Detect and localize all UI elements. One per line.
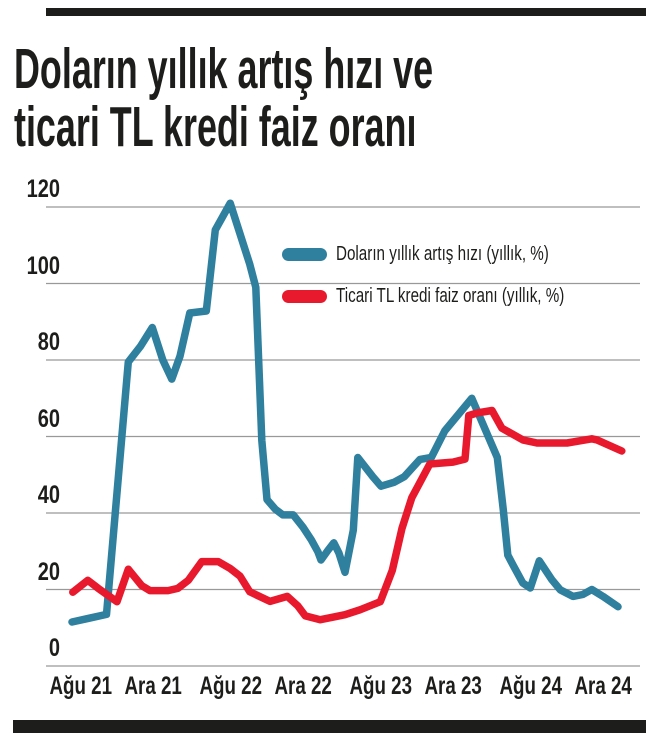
legend-swatch-red-icon [282,289,327,303]
x-tick-label-3: Ağu 22 [199,672,263,700]
x-tick-label-2: Ara 21 [124,672,182,700]
dollar-growth-line [68,199,622,626]
page-title-line-2: ticari TL kredi faiz oranı [14,95,417,159]
y-tick-label-40: 40 [37,481,60,509]
y-tick-label-20: 20 [37,557,60,586]
legend-item-credit: Ticari TL kredi faiz oranı (yıllık, %) [282,282,636,310]
legend-label-credit: Ticari TL kredi faiz oranı (yıllık, %) [336,284,565,307]
chart-legend: Doların yıllık artış hızı (yıllık, %) Ti… [282,240,636,324]
x-tick-label-4: Ara 22 [274,672,332,700]
x-tick-label-6: Ara 23 [424,672,482,700]
legend-label-dollar: Doların yıllık artış hızı (yıllık, %) [336,242,549,265]
y-tick-label-120: 120 [26,175,60,203]
bottom-rule-bar [13,720,646,733]
page-title-line-1: Doların yıllık artış hızı ve [14,37,434,101]
legend-swatch-blue-icon [282,247,327,261]
y-tick-label-80: 80 [37,328,60,356]
x-tick-label-5: Ağu 23 [349,672,413,700]
y-tick-label-0: 0 [48,634,60,662]
top-rule-bar [46,8,646,16]
credit-rate-line [69,406,626,624]
legend-item-dollar: Doların yıllık artış hızı (yıllık, %) [282,240,636,268]
y-tick-label-60: 60 [37,404,60,433]
x-tick-label-7: Ağu 24 [499,672,563,700]
y-tick-label-100: 100 [26,251,60,280]
x-tick-label-8: Ara 24 [574,672,632,700]
x-tick-label-1: Ağu 21 [49,672,113,700]
